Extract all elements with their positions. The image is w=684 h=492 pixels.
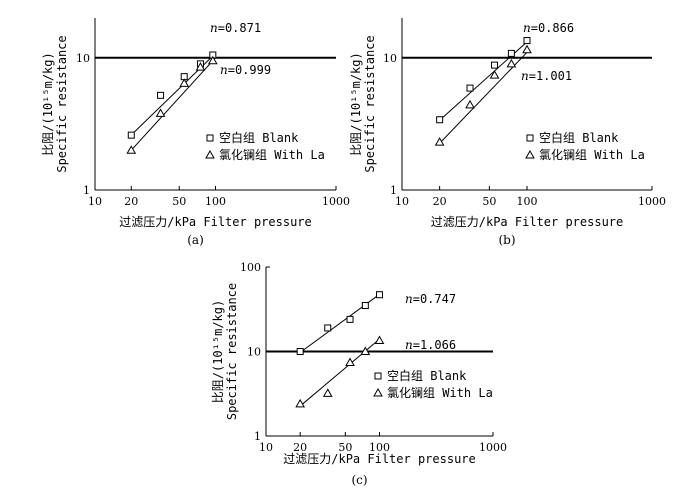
y-tick-label: 10: [76, 52, 90, 65]
x-tick-label: 10: [88, 195, 102, 208]
data-point-blank: [507, 49, 515, 57]
fit-label-blank: n=0.866: [523, 21, 574, 35]
x-tick-label: 10: [395, 195, 409, 208]
data-point-blank: [361, 302, 369, 310]
y-axis-title-cn: 比阻/(10¹⁵m/kg): [211, 300, 225, 403]
y-tick-label: 10: [247, 346, 261, 359]
data-point-blank: [346, 315, 354, 323]
fit-label-la: n=1.066: [405, 338, 456, 352]
legend-marker-blank: [374, 372, 382, 380]
panel-label: (a): [187, 233, 204, 247]
x-tick-label: 50: [172, 195, 186, 208]
panel-label: (c): [351, 473, 367, 487]
data-point-la: [207, 55, 218, 65]
legend-marker-blank: [526, 134, 534, 142]
legend-label-la: 氯化镧组 With La: [387, 385, 493, 400]
data-point-la: [195, 62, 206, 71]
x-tick-label: 50: [482, 195, 496, 208]
data-point-la: [322, 388, 333, 397]
fit-line-la: [298, 338, 380, 408]
x-tick-label: 50: [338, 441, 352, 454]
x-tick-label: 1000: [638, 195, 666, 208]
fit-label-la: n=0.999: [220, 63, 271, 77]
data-point-blank: [523, 37, 531, 45]
x-axis-title: 过滤压力/kPa Filter pressure: [283, 452, 476, 466]
legend-label-blank: 空白组 Blank: [219, 130, 299, 145]
fit-label-blank: n=0.747: [405, 292, 456, 306]
data-point-blank: [127, 131, 135, 139]
x-tick-label: 20: [124, 195, 138, 208]
y-tick-label: 100: [240, 261, 261, 274]
x-tick-label: 1000: [322, 195, 350, 208]
legend-label-la: 氯化镧组 With La: [539, 147, 645, 162]
data-point-la: [489, 70, 500, 79]
fit-line-la: [129, 57, 216, 152]
y-tick-label: 10: [383, 52, 397, 65]
data-point-la: [374, 335, 385, 344]
y-tick-label: 1: [390, 184, 397, 197]
x-tick-label: 100: [205, 195, 226, 208]
x-tick-label: 20: [433, 195, 447, 208]
data-point-blank: [157, 91, 165, 99]
x-axis-title: 过滤压力/kPa Filter pressure: [119, 215, 312, 229]
data-point-la: [465, 99, 475, 109]
legend-marker-la: [205, 149, 215, 159]
y-axis-title-en: Specific resistance: [55, 35, 69, 172]
data-point-blank: [296, 348, 304, 355]
data-point-blank: [436, 116, 444, 124]
x-tick-label: 20: [293, 441, 307, 454]
legend-marker-blank: [206, 134, 214, 142]
fit-line-la: [437, 51, 528, 146]
data-point-blank: [466, 84, 474, 92]
y-axis-title-cn: 比阻/(10¹⁵m/kg): [349, 52, 363, 155]
data-point-blank: [491, 61, 499, 69]
legend-label-blank: 空白组 Blank: [539, 130, 619, 145]
x-tick-label: 100: [369, 441, 390, 454]
x-axis-title: 过滤压力/kPa Filter pressure: [431, 215, 624, 229]
y-axis-title-en: Specific resistance: [363, 35, 377, 172]
panel-label: (b): [498, 233, 515, 247]
x-tick-label: 1000: [479, 441, 507, 454]
data-point-la: [126, 145, 137, 154]
fit-label-blank: n=0.871: [210, 21, 261, 35]
data-point-la: [360, 346, 371, 355]
x-tick-label: 100: [517, 195, 538, 208]
legend-marker-la: [373, 387, 383, 397]
data-point-la: [506, 58, 517, 68]
data-point-la: [522, 44, 532, 54]
data-point-blank: [376, 291, 383, 299]
data-point-la: [179, 78, 190, 87]
data-point-la: [155, 108, 166, 117]
legend: 空白组 Blank 氯化镧组 With La: [525, 130, 645, 162]
fit-label-la: n=1.001: [521, 69, 572, 83]
data-point-la: [345, 357, 355, 367]
x-tick-label: 10: [259, 441, 273, 454]
data-point-la: [434, 137, 445, 146]
legend-marker-la: [525, 149, 535, 159]
y-axis-title-en: Specific resistance: [225, 283, 239, 420]
legend-label-la: 氯化镧组 With La: [219, 147, 325, 162]
y-tick-label: 1: [83, 184, 90, 197]
legend: 空白组 Blank 氯化镧组 With La: [373, 368, 493, 400]
y-axis-title-cn: 比阻/(10¹⁵m/kg): [41, 52, 55, 155]
legend: 空白组 Blank 氯化镧组 With La: [205, 130, 325, 162]
data-point-la: [295, 398, 306, 408]
y-tick-label: 1: [254, 430, 261, 443]
legend-label-blank: 空白组 Blank: [387, 368, 467, 383]
data-point-blank: [324, 324, 332, 332]
